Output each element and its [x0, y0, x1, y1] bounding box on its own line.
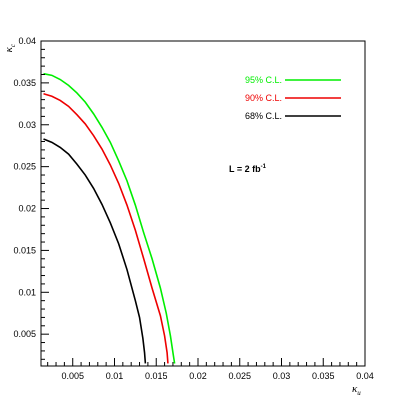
y-tick-label: 0.015 — [13, 245, 36, 255]
y-axis-subscript: c — [9, 43, 17, 47]
y-tick-label: 0.005 — [13, 329, 36, 339]
x-tick-label: 0.04 — [356, 371, 374, 381]
legend-label: 90% C.L. — [245, 93, 282, 103]
x-tick-label: 0.025 — [228, 371, 251, 381]
x-tick-label: 0.005 — [61, 371, 84, 381]
y-tick-label: 0.03 — [18, 120, 36, 130]
series-line-68-c-l — [43, 138, 147, 364]
x-tick-label: 0.03 — [273, 371, 291, 381]
y-tick-label: 0.02 — [18, 204, 36, 214]
series-line-95-c-l — [43, 72, 176, 364]
series-line-90-c-l — [43, 93, 169, 364]
x-tick-label: 0.02 — [189, 371, 207, 381]
legend-label: 95% C.L. — [245, 75, 282, 85]
luminosity-superscript: -1 — [261, 164, 267, 170]
luminosity-annotation: L = 2 fb-1 — [229, 164, 267, 174]
legend-label: 68% C.L. — [245, 111, 282, 121]
x-tick-label: 0.035 — [312, 371, 335, 381]
y-tick-label: 0.01 — [18, 287, 36, 297]
y-axis-title: κc — [3, 43, 17, 52]
plot-frame — [40, 40, 366, 367]
x-axis-subscript: u — [357, 389, 361, 397]
x-tick-label: 0.01 — [106, 371, 124, 381]
y-tick-label: 0.025 — [13, 162, 36, 172]
y-tick-label: 0.035 — [13, 78, 36, 88]
x-tick-label: 0.015 — [145, 371, 168, 381]
y-tick-label: 0.04 — [18, 36, 36, 46]
x-axis-title: κu — [352, 383, 361, 397]
